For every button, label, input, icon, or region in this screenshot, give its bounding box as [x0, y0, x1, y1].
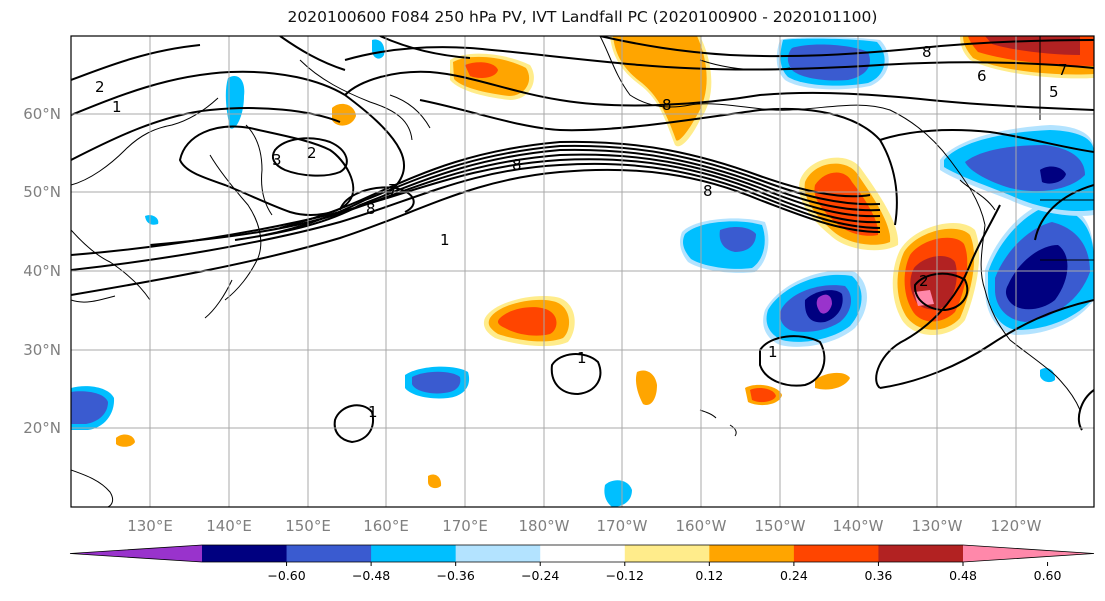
lat-label-60n: 60°N [23, 105, 61, 123]
contour-label: 7 [388, 181, 398, 199]
colorbar-swatch [455, 545, 541, 562]
colorbar-tick-label: −0.48 [352, 568, 390, 583]
colorbar-extend-left [70, 545, 202, 562]
contour-label: 8 [662, 96, 672, 114]
longitude-labels: 130°E 140°E 150°E 160°E 170°E 180°W 170°… [127, 517, 1041, 535]
colorbar-tick-label: 0.36 [865, 568, 893, 583]
lat-label-50n: 50°N [23, 183, 61, 201]
colorbar: −0.60 −0.48 −0.36 −0.24 −0.12 0.12 0.24 0.36 0.4… [69, 544, 1095, 583]
colorbar-tick-label: 0.48 [949, 568, 977, 583]
colorbar-outline [69, 544, 1095, 563]
contour-label: 8 [922, 43, 932, 61]
contour-label: 8 [366, 200, 376, 218]
gridlines [71, 36, 1094, 507]
contour-label: 2 [307, 144, 317, 162]
contour-labels: 2 1 2 3 8 7 8 8 8 7 6 5 1 1 1 1 2 8 [95, 43, 1068, 421]
lon-label: 140°E [206, 517, 252, 535]
colorbar-tick-label: 0.60 [1034, 568, 1062, 583]
lat-label-40n: 40°N [23, 262, 61, 280]
lon-label: 130°E [127, 517, 173, 535]
colorbar-tick-label: −0.12 [606, 568, 644, 583]
contour-label: 8 [703, 182, 713, 200]
contour-label: 6 [977, 67, 987, 85]
pv-contours [71, 36, 1094, 444]
colorbar-tick-label: 0.24 [780, 568, 808, 583]
colorbar-swatch [878, 545, 964, 562]
contour-label: 1 [368, 403, 378, 421]
contour-label: 1 [577, 349, 587, 367]
contour-label: 1 [440, 231, 450, 249]
colorbar-swatch [371, 545, 457, 562]
map-border [70, 35, 1095, 508]
latitude-labels: 60°N 50°N 40°N 30°N 20°N [23, 105, 61, 437]
map-title: 2020100600 F084 250 hPa PV, IVT Landfall… [287, 8, 878, 26]
colorbar-tick-label: 0.12 [695, 568, 723, 583]
lon-label: 180°W [519, 517, 570, 535]
contour-label: 2 [919, 272, 929, 290]
colorbar-tick-label: −0.60 [267, 568, 305, 583]
contour-label: 2 [95, 78, 105, 96]
colorbar-swatch [286, 545, 372, 562]
lon-label: 160°W [676, 517, 727, 535]
lon-label: 150°W [755, 517, 806, 535]
coastlines [71, 36, 1094, 507]
colorbar-swatch [793, 545, 879, 562]
contour-label: 5 [1049, 83, 1059, 101]
lat-label-20n: 20°N [23, 419, 61, 437]
lon-label: 120°W [991, 517, 1042, 535]
lon-label: 170°E [442, 517, 488, 535]
colorbar-swatch [202, 545, 288, 562]
contour-label: 1 [112, 98, 122, 116]
contour-label: 7 [1058, 61, 1068, 79]
lon-label: 130°W [912, 517, 963, 535]
colorbar-tick-label: −0.24 [521, 568, 559, 583]
contour-label: 1 [768, 343, 778, 361]
lat-label-30n: 30°N [23, 341, 61, 359]
lon-label: 170°W [597, 517, 648, 535]
colorbar-extend-right [963, 545, 1094, 562]
colorbar-swatch [624, 545, 710, 562]
contour-label: 3 [272, 151, 282, 169]
colorbar-swatch [540, 545, 626, 562]
lon-label: 140°W [833, 517, 884, 535]
colorbar-swatch [709, 545, 795, 562]
lon-label: 150°E [285, 517, 331, 535]
contour-label: 8 [512, 156, 522, 174]
lon-label: 160°E [363, 517, 409, 535]
colorbar-tick-label: −0.36 [437, 568, 475, 583]
